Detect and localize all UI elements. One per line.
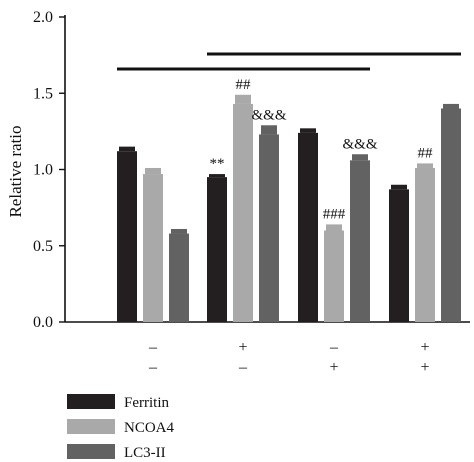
y-tick-label: 1.5	[33, 85, 53, 102]
error-bar	[209, 174, 225, 178]
bar-ncoa4	[233, 103, 253, 322]
bar-lc3-ii	[350, 160, 370, 322]
significance-label: &&&	[251, 107, 286, 123]
bar-ncoa4	[143, 174, 163, 322]
error-bar	[391, 184, 407, 190]
condition-label: +	[420, 339, 429, 356]
condition-label: +	[238, 339, 247, 356]
bar-ncoa4	[324, 230, 344, 322]
y-tick-label: 0.5	[33, 238, 53, 255]
bar-ferritin	[389, 189, 409, 322]
legend-swatch	[67, 444, 115, 459]
error-bar	[443, 103, 459, 109]
comparison-lines	[117, 52, 461, 71]
y-axis-label: Relative ratio	[6, 125, 25, 217]
error-bar	[119, 146, 135, 152]
y-tick-label: 0.0	[33, 314, 53, 331]
bar-lc3-ii	[441, 108, 461, 322]
condition-label: –	[148, 339, 158, 356]
legend: Ferritin NCOA4 LC3-II	[67, 394, 175, 461]
error-bar	[300, 128, 316, 133]
error-bar	[261, 125, 277, 135]
error-bar	[352, 154, 368, 161]
error-bar	[235, 94, 251, 104]
error-bar	[171, 228, 187, 234]
condition-label: +	[420, 359, 429, 376]
bar-ferritin	[117, 151, 137, 322]
condition-label: +	[329, 359, 338, 376]
condition-labels: – + – + – – + +	[148, 339, 430, 376]
legend-label: LC3-II	[124, 445, 166, 461]
error-bar	[145, 167, 161, 175]
significance-label: &&&	[342, 136, 377, 152]
legend-label: NCOA4	[124, 420, 175, 436]
y-tick-label: 1.0	[33, 162, 53, 179]
annotations: **#######&&&&&&	[210, 77, 434, 223]
condition-label: –	[329, 339, 339, 356]
legend-swatch	[67, 419, 115, 434]
legend-label: Ferritin	[124, 395, 169, 411]
y-tick-label: 2.0	[33, 9, 53, 26]
bar-ncoa4	[415, 167, 435, 322]
condition-label: –	[148, 359, 158, 376]
significance-label: ###	[323, 206, 346, 222]
bar-ferritin	[207, 177, 227, 322]
bars	[117, 94, 461, 322]
error-bar	[417, 163, 433, 168]
bar-ferritin	[298, 132, 318, 322]
significance-label: ##	[236, 77, 252, 93]
error-bar	[326, 224, 342, 231]
bar-lc3-ii	[169, 233, 189, 322]
legend-swatch	[67, 394, 115, 409]
significance-label: ##	[418, 145, 434, 161]
bar-lc3-ii	[259, 134, 279, 322]
condition-label: –	[238, 359, 248, 376]
significance-label: **	[210, 156, 225, 172]
